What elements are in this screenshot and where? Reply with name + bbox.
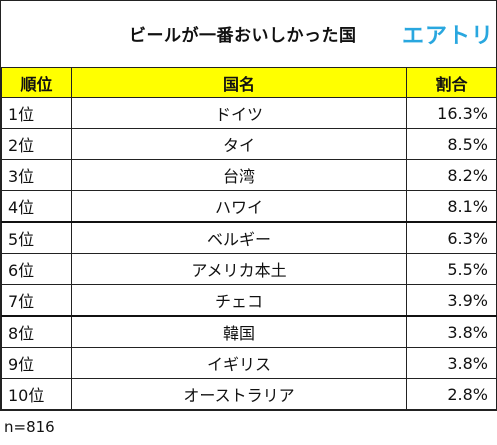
- share-cell: 6.3%: [406, 221, 497, 254]
- country-cell: 台湾: [71, 159, 407, 191]
- rank-cell: 9位: [1, 347, 72, 379]
- country-cell: 韓国: [71, 315, 407, 348]
- share-column-header: 割合: [406, 67, 497, 98]
- table-row: 8位 韓国 3.8%: [1, 315, 497, 348]
- sample-size-note: n=816: [4, 418, 55, 436]
- country-cell: ハワイ: [71, 190, 407, 223]
- country-cell: オーストラリア: [71, 378, 407, 410]
- country-cell: イギリス: [71, 347, 407, 379]
- table-row: 6位 アメリカ本土 5.5%: [1, 253, 497, 285]
- share-cell: 8.5%: [406, 128, 497, 160]
- title-bar: ビールが一番おいしかった国 エアトリ: [1, 1, 496, 67]
- page-title: ビールが一番おいしかった国: [129, 26, 357, 46]
- share-cell: 5.5%: [406, 253, 497, 285]
- table-row: 4位 ハワイ 8.1%: [1, 190, 497, 223]
- rank-cell: 8位: [1, 315, 72, 348]
- rank-cell: 6位: [1, 253, 72, 285]
- rank-cell: 2位: [1, 128, 72, 160]
- rank-cell: 4位: [1, 190, 72, 223]
- table-header-row: 順位 国名 割合: [1, 67, 497, 98]
- ranking-table: 順位 国名 割合 1位 ドイツ 16.3% 2位 タイ 8.5% 3位 台湾 8…: [1, 67, 497, 410]
- rank-column-header: 順位: [1, 67, 72, 98]
- table-row: 3位 台湾 8.2%: [1, 159, 497, 191]
- table-row: 2位 タイ 8.5%: [1, 128, 497, 160]
- share-cell: 3.8%: [406, 315, 497, 348]
- share-cell: 16.3%: [406, 97, 497, 129]
- share-cell: 8.1%: [406, 190, 497, 223]
- rank-cell: 7位: [1, 284, 72, 317]
- table-row: 5位 ベルギー 6.3%: [1, 221, 497, 254]
- rank-cell: 3位: [1, 159, 72, 191]
- table-row: 10位 オーストラリア 2.8%: [1, 378, 497, 410]
- country-column-header: 国名: [71, 67, 407, 98]
- table-row: 9位 イギリス 3.8%: [1, 347, 497, 379]
- share-cell: 3.9%: [406, 284, 497, 317]
- country-cell: チェコ: [71, 284, 407, 317]
- rank-cell: 5位: [1, 221, 72, 254]
- rank-cell: 1位: [1, 97, 72, 129]
- share-cell: 8.2%: [406, 159, 497, 191]
- country-cell: アメリカ本土: [71, 253, 407, 285]
- rank-cell: 10位: [1, 378, 72, 410]
- share-cell: 2.8%: [406, 378, 497, 410]
- share-cell: 3.8%: [406, 347, 497, 379]
- country-cell: タイ: [71, 128, 407, 160]
- table-row: 1位 ドイツ 16.3%: [1, 97, 497, 129]
- country-cell: ドイツ: [71, 97, 407, 129]
- country-cell: ベルギー: [71, 221, 407, 254]
- table-row: 7位 チェコ 3.9%: [1, 284, 497, 317]
- ranking-panel: ビールが一番おいしかった国 エアトリ 順位 国名 割合 1位 ドイツ 16.3%…: [0, 0, 497, 411]
- brand-logo: エアトリ: [402, 24, 495, 49]
